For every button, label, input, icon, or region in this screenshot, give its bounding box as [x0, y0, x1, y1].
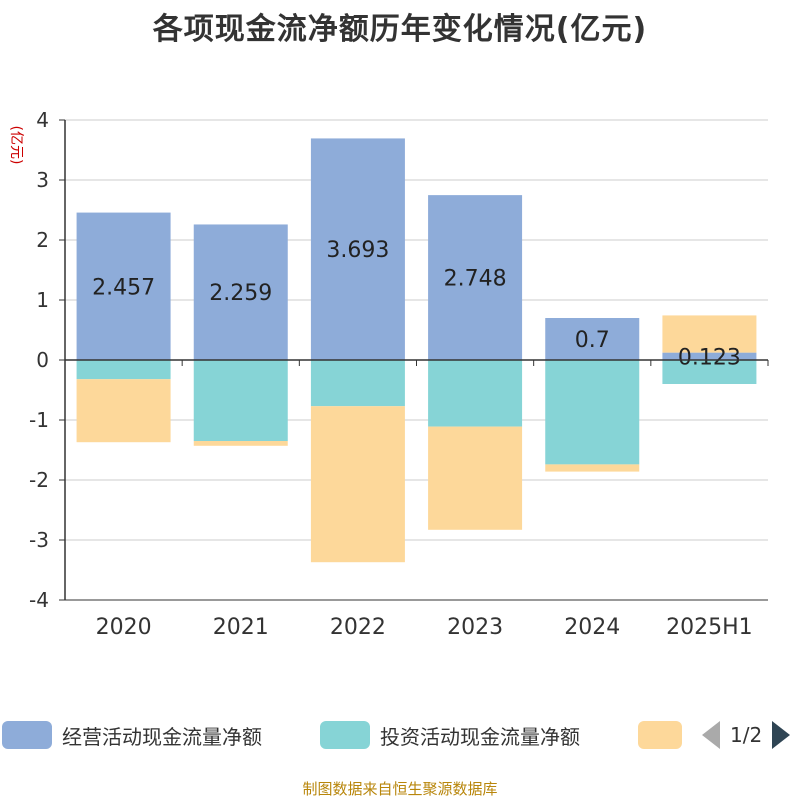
bar-operating[interactable]: [76, 212, 171, 360]
bar-operating[interactable]: [545, 318, 640, 360]
pager-prev-arrow-icon[interactable]: [702, 721, 720, 749]
source-note: 制图数据来自恒生聚源数据库: [302, 780, 498, 798]
x-tick-label: 2022: [330, 615, 386, 640]
x-tick-label: 2021: [213, 615, 269, 640]
y-axis-label: (亿元): [8, 126, 24, 165]
data-label-operating: 0.7: [575, 328, 610, 353]
y-tick-label: -1: [29, 408, 49, 432]
pager-next-arrow-icon[interactable]: [772, 721, 791, 749]
bar-investing[interactable]: [428, 360, 523, 427]
x-tick-label: 2024: [564, 615, 620, 640]
bar-financing[interactable]: [662, 315, 757, 353]
y-tick-label: 1: [36, 288, 49, 312]
bar-financing[interactable]: [310, 406, 405, 563]
legend-item-financing[interactable]: [638, 720, 682, 750]
bar-operating[interactable]: [428, 195, 523, 360]
bar-financing[interactable]: [428, 426, 523, 530]
y-tick-label: 3: [36, 168, 49, 192]
y-tick-label: -2: [29, 468, 49, 492]
y-tick-label: 2: [36, 228, 49, 252]
bar-investing[interactable]: [545, 360, 640, 465]
legend: 经营活动现金流量净额 投资活动现金流量净额 1/2: [0, 716, 800, 752]
x-tick-label: 2020: [96, 615, 152, 640]
data-label-operating: 3.693: [326, 238, 389, 263]
bar-investing[interactable]: [310, 360, 405, 407]
legend-item-operating[interactable]: 经营活动现金流量净额: [2, 720, 262, 750]
y-tick-label: -3: [29, 528, 49, 552]
bar-investing[interactable]: [662, 360, 757, 384]
legend-swatch-operating: [2, 721, 52, 749]
bar-financing[interactable]: [193, 441, 288, 446]
x-tick-label: 2023: [447, 615, 503, 640]
chart-plot: 4 3 2 1 0 -1 -2 -3 -4 2.457 2.259 3.693 2.748 0.7 0.12…: [8, 108, 769, 640]
data-label-operating: 2.259: [209, 281, 272, 306]
y-tick-label: -4: [29, 588, 49, 612]
data-label-operating: 2.457: [92, 275, 155, 300]
bar-operating[interactable]: [310, 138, 405, 360]
bar-investing[interactable]: [76, 360, 171, 380]
x-tick-label: 2025H1: [666, 615, 753, 640]
chart-title: 各项现金流净额历年变化情况(亿元): [152, 12, 648, 47]
bar-financing[interactable]: [76, 379, 171, 443]
bar-financing[interactable]: [545, 464, 640, 472]
bar-investing[interactable]: [193, 360, 288, 441]
legend-label-operating: 经营活动现金流量净额: [62, 724, 262, 749]
bar-operating[interactable]: [662, 352, 757, 360]
legend-swatch-investing: [320, 721, 370, 749]
bar-operating[interactable]: [193, 224, 288, 360]
legend-pager-text: 1/2: [730, 723, 763, 747]
data-label-operating: 0.123: [678, 345, 741, 370]
y-tick-label: 4: [36, 108, 49, 132]
legend-pager: 1/2: [702, 720, 791, 750]
legend-swatch-financing: [638, 721, 682, 749]
y-tick-label: 0: [36, 348, 49, 372]
data-label-operating: 2.748: [444, 267, 507, 292]
legend-label-investing: 投资活动现金流量净额: [380, 724, 580, 749]
legend-item-investing[interactable]: 投资活动现金流量净额: [320, 720, 580, 750]
